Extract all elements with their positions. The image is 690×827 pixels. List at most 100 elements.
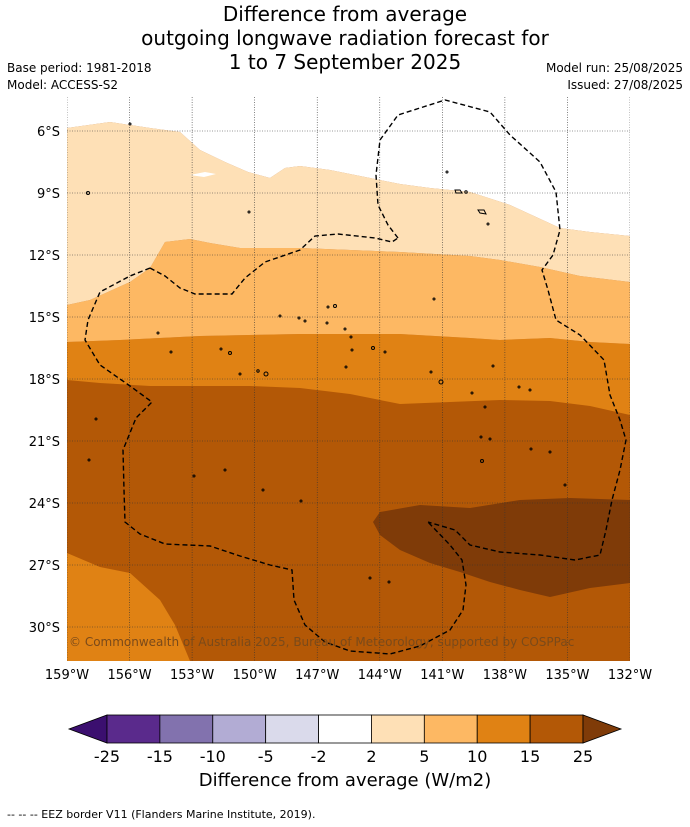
band-5-10: [67, 239, 630, 344]
island: [299, 499, 303, 503]
island: [278, 314, 282, 318]
colorbar-tick-label: 2: [366, 747, 376, 766]
eez-border-east: [375, 99, 627, 561]
island: [464, 190, 468, 194]
island: [344, 365, 348, 369]
island: [548, 450, 552, 454]
colorbar-segment: [212, 714, 267, 744]
island: [247, 210, 251, 214]
island: [350, 348, 354, 352]
colorbar-segment: [106, 714, 161, 744]
band-10-15: [67, 334, 630, 415]
colorbar: [67, 714, 623, 744]
island: [87, 458, 91, 462]
band-25-plus: [373, 498, 630, 597]
island: [368, 576, 372, 580]
island: [228, 351, 232, 355]
chart-title: Difference from average outgoing longwav…: [0, 2, 690, 74]
island: [128, 122, 132, 126]
island: [349, 335, 353, 339]
title-line-2: outgoing longwave radiation forecast for: [141, 26, 549, 50]
island: [86, 191, 90, 195]
island: [343, 327, 347, 331]
colorbar-title: Difference from average (W/m2): [198, 770, 492, 791]
island: [192, 474, 196, 478]
colorbar-extend-low: [67, 714, 108, 744]
latitude-label: 24°S: [29, 497, 60, 512]
band-minus2-2: [67, 97, 630, 236]
island: [297, 316, 301, 320]
island: [263, 371, 269, 377]
island: [371, 346, 375, 350]
island: [325, 321, 329, 325]
island: [223, 468, 227, 472]
island: [303, 319, 307, 323]
colorbar-tick-label: -5: [258, 747, 274, 766]
latitude-label: 12°S: [29, 249, 60, 264]
colorbar-tick-label: 10: [467, 747, 487, 766]
island: [261, 488, 265, 492]
latitude-label: 15°S: [29, 311, 60, 326]
island: [486, 222, 490, 226]
latitude-labels: 6°S 9°S 12°S 15°S 18°S 21°S 24°S 27°S 30°S: [29, 125, 60, 636]
island: [432, 297, 436, 301]
longitude-label: 156°W: [107, 668, 151, 683]
eez-border-west: [84, 267, 467, 655]
colorbar-tick-label: -2: [311, 747, 327, 766]
issued-date: Issued: 27/08/2025: [567, 78, 683, 92]
longitude-label: 153°W: [170, 668, 214, 683]
island: [483, 405, 487, 409]
island: [169, 350, 173, 354]
latitude-label: 18°S: [29, 373, 60, 388]
white-patch: [190, 172, 216, 177]
longitude-label: 150°W: [233, 668, 277, 683]
island: [517, 385, 521, 389]
base-period: Base period: 1981-2018: [7, 61, 152, 75]
island: [454, 189, 463, 194]
longitude-labels: 159°W 156°W 153°W 150°W 147°W 144°W 141°W 138°W…: [45, 668, 652, 683]
island: [438, 379, 444, 385]
band-10-15-south: [67, 553, 190, 661]
island: [563, 483, 567, 487]
island: [477, 209, 487, 215]
longitude-label: 141°W: [420, 668, 464, 683]
island: [488, 437, 492, 441]
colorbar-segment: [371, 714, 425, 744]
island: [479, 435, 483, 439]
band-2-5: [67, 97, 630, 305]
colorbar-tick-label: 5: [419, 747, 429, 766]
longitude-label: 159°W: [45, 668, 89, 683]
colorbar-segment: [318, 714, 372, 744]
island: [529, 447, 533, 451]
island: [256, 369, 260, 373]
longitude-label: 138°W: [483, 668, 527, 683]
map-panel: © Commonwealth of Australia 2025, Bureau…: [67, 97, 630, 661]
latitude-label: 21°S: [29, 435, 60, 450]
colorbar-tick-label: -25: [94, 747, 120, 766]
latitude-label: 30°S: [29, 621, 60, 636]
graticule: [67, 97, 630, 661]
colorbar-tick-labels: -25 -15 -10 -5 -2 2 5 10 15 25: [94, 747, 593, 766]
island: [387, 580, 391, 584]
colorbar-segment: [265, 714, 319, 744]
island: [528, 388, 532, 392]
latitude-label: 9°S: [37, 187, 60, 202]
island: [333, 304, 337, 308]
colorbar-segment: [529, 714, 584, 744]
island: [219, 347, 223, 351]
colorbar-tick-label: -10: [200, 747, 226, 766]
islands: [86, 122, 567, 584]
island: [383, 350, 387, 354]
eez-border-north: [149, 233, 399, 295]
meta-right: Model run: 25/08/2025 Issued: 27/08/2025: [546, 60, 683, 94]
island: [429, 370, 433, 374]
longitude-label: 132°W: [608, 668, 652, 683]
colorbar-segment: [423, 714, 478, 744]
island: [326, 305, 330, 309]
island: [94, 417, 98, 421]
title-line-3: 1 to 7 September 2025: [228, 50, 462, 74]
latitude-label: 27°S: [29, 559, 60, 574]
eez-footer-note: -- -- -- EEZ border V11 (Flanders Marine…: [7, 808, 316, 821]
colorbar-segment: [159, 714, 214, 744]
